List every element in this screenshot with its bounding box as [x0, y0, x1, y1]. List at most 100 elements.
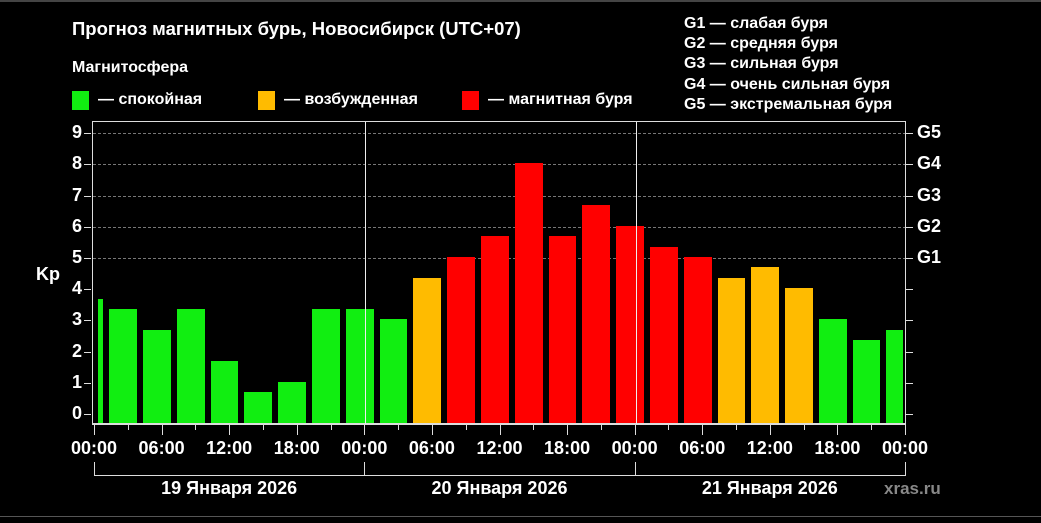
right-tick — [906, 258, 913, 259]
kp-bar — [244, 392, 273, 423]
x-axis-line — [92, 424, 906, 425]
kp-bar — [886, 329, 903, 423]
g-legend-item: G4 — очень сильная буря — [684, 75, 891, 93]
kp-bar — [616, 225, 644, 423]
day-bracket-tick — [634, 462, 636, 476]
x-tick-label: 06:00 — [679, 438, 726, 458]
x-tick — [668, 425, 670, 430]
x-tick — [600, 425, 602, 430]
y-tick — [84, 382, 91, 384]
x-tick — [330, 425, 332, 430]
x-tick — [769, 425, 771, 435]
x-tick-label: 06:00 — [138, 438, 185, 458]
legend-label: — возбужденная — [284, 91, 418, 108]
kp-bar — [717, 277, 746, 423]
watermark: xras.ru — [884, 479, 941, 498]
g-level-label: G3 — [917, 184, 942, 205]
g-scale-legend: G1 — слабая буря G2 — средняя буря G3 — си… — [684, 14, 892, 115]
g-legend-item: G1 — слабая буря — [684, 15, 829, 32]
y-tick — [84, 195, 91, 197]
y-tick — [84, 258, 91, 259]
gridline — [93, 195, 906, 197]
chart-title: Прогноз магнитных бурь, Новосибирск (UTC… — [72, 18, 521, 39]
x-tick-label: 00:00 — [881, 438, 929, 458]
right-tick — [906, 382, 913, 384]
x-tick — [262, 425, 264, 430]
g-legend-item: G5 — экстремальная буря — [684, 95, 893, 113]
right-tick — [906, 289, 913, 291]
x-tick — [634, 425, 636, 435]
kp-bar — [683, 257, 712, 423]
kp-bar — [785, 288, 813, 423]
kp-bar — [143, 329, 171, 423]
x-tick — [803, 425, 805, 430]
right-tick — [906, 320, 913, 322]
x-tick — [736, 425, 738, 430]
bottom-border — [0, 516, 1041, 517]
g-level-label: G5 — [917, 122, 942, 143]
legend-swatch — [258, 91, 275, 110]
day-bracket-tick — [905, 462, 906, 476]
g-level-label: G4 — [917, 153, 942, 174]
x-tick — [364, 425, 366, 435]
legend-swatch — [462, 91, 479, 110]
kp-bar — [649, 246, 678, 423]
x-tick — [229, 425, 231, 435]
right-tick — [906, 351, 913, 353]
y-tick-label: 5 — [71, 247, 82, 267]
right-tick — [906, 133, 913, 135]
x-tick-label: 06:00 — [408, 438, 455, 458]
y-tick — [84, 414, 91, 415]
gridline — [93, 164, 906, 166]
kp-bar — [379, 319, 408, 423]
g-level-label: G2 — [917, 215, 942, 236]
gridline — [93, 226, 906, 228]
gridline — [93, 133, 906, 135]
x-tick — [431, 425, 433, 435]
y-tick-label: 7 — [71, 184, 82, 205]
kp-bar — [98, 298, 104, 423]
x-tick — [398, 425, 400, 430]
kp-bar — [480, 236, 509, 423]
kp-bar — [514, 163, 543, 423]
kp-bar — [447, 257, 475, 423]
y-tick — [84, 289, 91, 291]
plot-area — [92, 121, 906, 425]
kp-bar — [852, 340, 881, 423]
legend-label: — магнитная буря — [488, 91, 633, 108]
g-legend-item: G3 — сильная буря — [684, 55, 839, 73]
y-tick — [84, 226, 91, 228]
x-tick-label: 18:00 — [544, 438, 591, 458]
legend-label: — спокойная — [98, 91, 203, 108]
day-bracket-line — [94, 475, 905, 476]
kp-bar — [210, 360, 239, 423]
kp-bar — [345, 309, 374, 423]
kp-bar — [312, 309, 340, 423]
x-tick — [127, 425, 129, 430]
x-tick-label: 12:00 — [476, 438, 523, 458]
kp-bar — [751, 267, 780, 423]
g-legend-item: G2 — средняя буря — [684, 35, 838, 53]
y-tick-label: 2 — [71, 340, 82, 361]
day-separator — [365, 122, 367, 425]
right-tick — [906, 226, 913, 228]
day-label: 21 Января 2026 — [701, 478, 838, 498]
right-tick — [906, 164, 913, 166]
x-tick — [94, 425, 95, 435]
y-tick-label: 9 — [71, 122, 82, 143]
x-tick — [837, 425, 839, 435]
x-tick — [905, 425, 906, 435]
x-tick — [296, 425, 298, 435]
x-tick-label: 18:00 — [273, 438, 320, 458]
day-separator — [635, 122, 637, 425]
day-bracket-tick — [94, 462, 95, 476]
x-tick-label: 18:00 — [814, 438, 861, 458]
y-axis-label: Kp — [36, 264, 60, 284]
day-label: 20 Января 2026 — [431, 478, 568, 498]
y-tick — [84, 320, 91, 322]
x-tick — [161, 425, 163, 435]
y-tick-label: 8 — [71, 153, 82, 174]
kp-bar — [176, 309, 205, 423]
x-tick — [567, 425, 569, 435]
kp-bar — [548, 236, 577, 423]
